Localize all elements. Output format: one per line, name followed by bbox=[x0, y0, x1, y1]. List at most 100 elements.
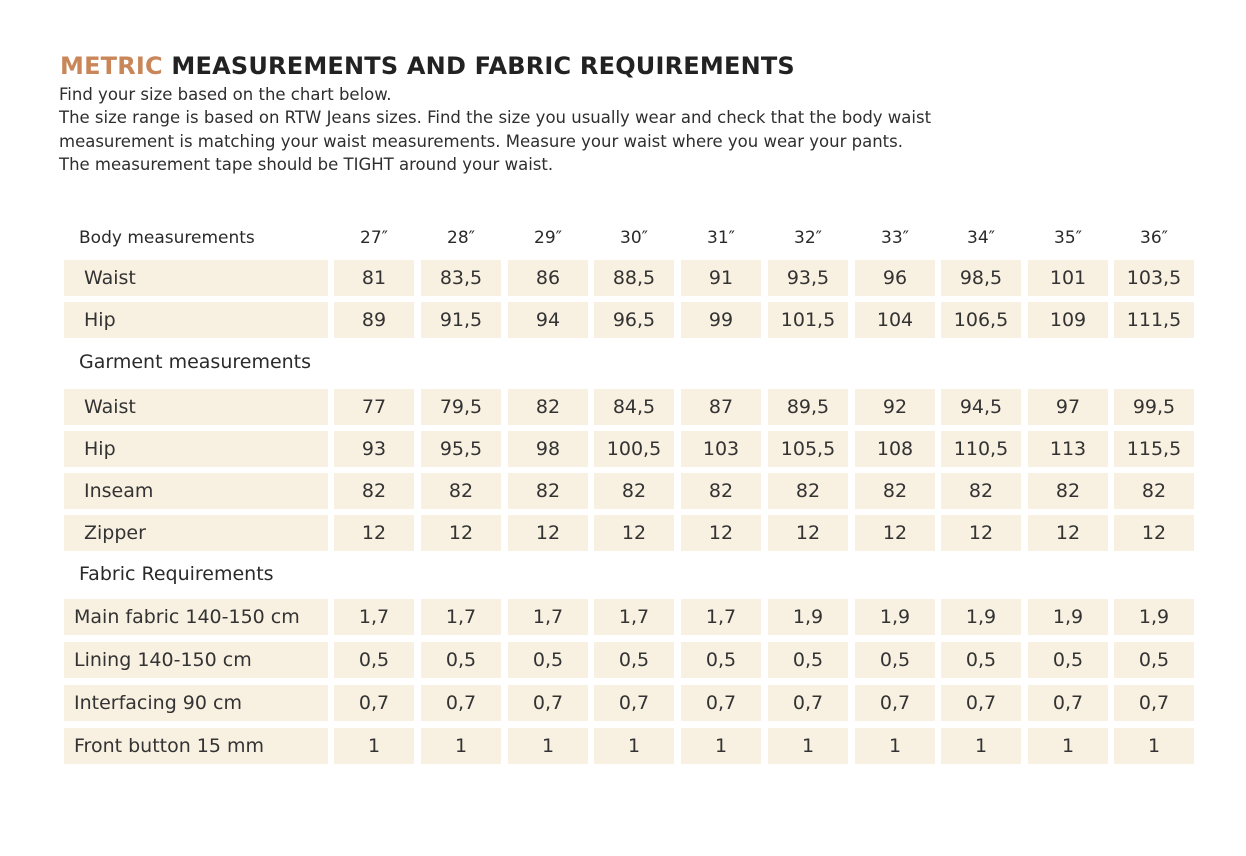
table-cell: 104 bbox=[855, 302, 935, 338]
row-label: Hip bbox=[64, 431, 328, 467]
table-cell: 87 bbox=[681, 389, 761, 425]
intro-line: The size range is based on RTW Jeans siz… bbox=[59, 108, 932, 128]
table-cell: 82 bbox=[594, 473, 674, 509]
row-label: Inseam bbox=[64, 473, 328, 509]
row-label: Waist bbox=[64, 260, 328, 296]
size-column-header: 28″ bbox=[447, 228, 475, 248]
table-cell: 0,7 bbox=[508, 685, 588, 721]
table-cell: 12 bbox=[334, 515, 414, 551]
table-cell: 0,5 bbox=[421, 642, 501, 678]
table-cell: 12 bbox=[681, 515, 761, 551]
table-cell: 12 bbox=[594, 515, 674, 551]
table-cell: 1,7 bbox=[594, 599, 674, 635]
table-cell: 96 bbox=[855, 260, 935, 296]
size-column-header: 30″ bbox=[620, 228, 648, 248]
table-cell: 0,5 bbox=[941, 642, 1021, 678]
table-cell: 0,5 bbox=[508, 642, 588, 678]
table-cell: 101 bbox=[1028, 260, 1108, 296]
size-column-header: 34″ bbox=[967, 228, 995, 248]
table-cell: 86 bbox=[508, 260, 588, 296]
table-cell: 1,9 bbox=[1114, 599, 1194, 635]
table-cell: 77 bbox=[334, 389, 414, 425]
table-cell: 1,7 bbox=[508, 599, 588, 635]
table-cell: 93,5 bbox=[768, 260, 848, 296]
intro-line: Find your size based on the chart below. bbox=[59, 85, 392, 104]
table-cell: 92 bbox=[855, 389, 935, 425]
table-cell: 82 bbox=[508, 473, 588, 509]
table-cell: 0,5 bbox=[594, 642, 674, 678]
table-cell: 0,7 bbox=[1028, 685, 1108, 721]
table-cell: 12 bbox=[941, 515, 1021, 551]
table-cell: 1,9 bbox=[1028, 599, 1108, 635]
table-cell: 82 bbox=[1028, 473, 1108, 509]
table-cell: 1 bbox=[681, 728, 761, 764]
table-cell: 0,7 bbox=[681, 685, 761, 721]
table-cell: 0,7 bbox=[421, 685, 501, 721]
section-title: Garment measurements bbox=[79, 351, 312, 373]
table-cell: 91 bbox=[681, 260, 761, 296]
table-cell: 97 bbox=[1028, 389, 1108, 425]
table-cell: 81 bbox=[334, 260, 414, 296]
title-accent: METRIC bbox=[60, 52, 163, 80]
table-cell: 0,7 bbox=[334, 685, 414, 721]
size-column-header: 31″ bbox=[707, 228, 735, 248]
table-cell: 89,5 bbox=[768, 389, 848, 425]
row-label: Hip bbox=[64, 302, 328, 338]
table-cell: 1 bbox=[855, 728, 935, 764]
table-cell: 12 bbox=[855, 515, 935, 551]
table-cell: 84,5 bbox=[594, 389, 674, 425]
intro-line: measurement is matching your waist measu… bbox=[59, 131, 903, 151]
table-cell: 1 bbox=[1028, 728, 1108, 764]
table-cell: 0,5 bbox=[768, 642, 848, 678]
table-cell: 82 bbox=[855, 473, 935, 509]
intro-line: The measurement tape should be TIGHT aro… bbox=[59, 154, 554, 174]
table-cell: 100,5 bbox=[594, 431, 674, 467]
table-cell: 105,5 bbox=[768, 431, 848, 467]
table-cell: 94,5 bbox=[941, 389, 1021, 425]
table-cell: 1,9 bbox=[941, 599, 1021, 635]
table-cell: 1 bbox=[334, 728, 414, 764]
size-column-header: 35″ bbox=[1054, 228, 1082, 248]
table-cell: 0,7 bbox=[1114, 685, 1194, 721]
table-header-label: Body measurements bbox=[79, 228, 255, 248]
table-cell: 94 bbox=[508, 302, 588, 338]
table-cell: 99 bbox=[681, 302, 761, 338]
table-cell: 82 bbox=[421, 473, 501, 509]
table-cell: 99,5 bbox=[1114, 389, 1194, 425]
row-label: Waist bbox=[64, 389, 328, 425]
table-cell: 82 bbox=[681, 473, 761, 509]
row-label: Zipper bbox=[64, 515, 328, 551]
table-cell: 101,5 bbox=[768, 302, 848, 338]
table-cell: 95,5 bbox=[421, 431, 501, 467]
size-column-header: 32″ bbox=[794, 228, 822, 248]
table-cell: 0,7 bbox=[855, 685, 935, 721]
table-cell: 108 bbox=[855, 431, 935, 467]
table-cell: 98 bbox=[508, 431, 588, 467]
table-cell: 1 bbox=[594, 728, 674, 764]
table-cell: 1 bbox=[508, 728, 588, 764]
table-cell: 91,5 bbox=[421, 302, 501, 338]
table-cell: 82 bbox=[768, 473, 848, 509]
size-column-header: 29″ bbox=[534, 228, 562, 248]
table-cell: 0,5 bbox=[1114, 642, 1194, 678]
table-cell: 110,5 bbox=[941, 431, 1021, 467]
table-cell: 0,5 bbox=[681, 642, 761, 678]
table-cell: 0,5 bbox=[334, 642, 414, 678]
table-cell: 106,5 bbox=[941, 302, 1021, 338]
table-cell: 82 bbox=[1114, 473, 1194, 509]
table-cell: 82 bbox=[941, 473, 1021, 509]
table-cell: 1 bbox=[1114, 728, 1194, 764]
table-cell: 12 bbox=[768, 515, 848, 551]
table-cell: 103,5 bbox=[1114, 260, 1194, 296]
row-label: Lining 140-150 cm bbox=[64, 642, 328, 678]
table-cell: 12 bbox=[1114, 515, 1194, 551]
table-cell: 1,7 bbox=[681, 599, 761, 635]
table-cell: 113 bbox=[1028, 431, 1108, 467]
table-cell: 89 bbox=[334, 302, 414, 338]
table-cell: 115,5 bbox=[1114, 431, 1194, 467]
row-label: Interfacing 90 cm bbox=[64, 685, 328, 721]
table-cell: 111,5 bbox=[1114, 302, 1194, 338]
table-cell: 1 bbox=[768, 728, 848, 764]
table-cell: 1 bbox=[941, 728, 1021, 764]
table-cell: 82 bbox=[508, 389, 588, 425]
